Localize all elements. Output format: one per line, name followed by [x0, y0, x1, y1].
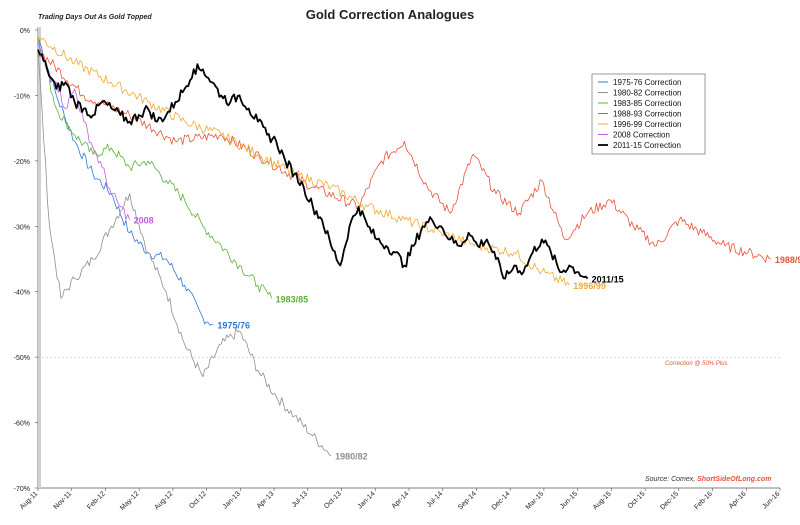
- y-tick-label: -10%: [14, 93, 30, 100]
- x-tick-label: Jun-15: [559, 490, 579, 510]
- reference-line-label: Correction @ 50% Plus: [665, 361, 727, 367]
- series-line-3: [37, 49, 771, 263]
- y-axis: 0% -10% -20% -30% -40% -50% -60% -70%: [14, 27, 39, 493]
- source-note: Source: Comex, ShortSideOfLong.com: [645, 476, 771, 483]
- x-tick-label: Aug-15: [592, 490, 613, 511]
- x-tick-label: Oct-13: [323, 490, 343, 510]
- legend: 1975-76 Correction 1980-82 Correction1983…: [591, 73, 706, 155]
- y-tick-label: 0%: [20, 28, 30, 35]
- x-tick-label: Jan-14: [357, 490, 377, 510]
- start-marker-band: [38, 27, 41, 488]
- x-tick-label: Aug-12: [153, 490, 174, 511]
- x-tick-label: Apr-13: [256, 490, 276, 510]
- x-tick-label: Jul-14: [426, 490, 445, 509]
- x-tick-label: Mar-15: [525, 490, 546, 511]
- source-brand: ShortSideOfLong.com: [697, 476, 771, 483]
- series-line-1: [37, 49, 332, 456]
- series-end-label-0: 1975/76: [217, 320, 250, 330]
- legend-label-3: 1988-93 Correction: [613, 110, 681, 119]
- legend-label-0: 1975-76 Correction: [613, 78, 681, 87]
- series-end-label-2: 1983/85: [276, 294, 309, 304]
- x-tick-label: Apr-14: [391, 490, 411, 510]
- y-tick-label: -30%: [14, 224, 30, 231]
- series-line-0: [37, 36, 214, 326]
- legend-label-4: 1996-99 Correction: [613, 120, 681, 129]
- series-end-label-5: 2008: [134, 216, 154, 226]
- series-line-6: [37, 49, 589, 280]
- x-tick-label: Sep-14: [457, 490, 478, 511]
- y-tick-label: -50%: [14, 355, 30, 362]
- x-tick-label: Nov-11: [53, 490, 74, 511]
- legend-label-1: 1980-82 Correction: [613, 89, 681, 98]
- x-tick-label: Dec-14: [491, 490, 512, 511]
- y-tick-label: -70%: [14, 486, 30, 493]
- series-end-label-4: 1996/99: [573, 281, 606, 291]
- x-tick-label: Feb-16: [693, 490, 714, 511]
- legend-items: 1975-76 Correction 1980-82 Correction1983…: [598, 78, 681, 150]
- x-tick-label: Feb-12: [86, 490, 107, 511]
- x-tick-label: Oct-15: [627, 490, 647, 510]
- chart-title: Gold Correction Analogues: [306, 7, 475, 22]
- series-end-label-1: 1980/82: [335, 451, 368, 461]
- y-tick-label: -60%: [14, 421, 30, 428]
- x-tick-label: Jul-13: [291, 490, 310, 509]
- chart-subtitle: Trading Days Out As Gold Topped: [38, 14, 152, 21]
- x-tick-label: May-12: [119, 490, 141, 512]
- series-end-labels: 1975/76 1980/82 1983/85 1988/93 1996/99 2008 2…: [134, 216, 800, 462]
- series-line-2: [37, 36, 272, 299]
- x-tick-label: Jan-13: [222, 490, 242, 510]
- legend-label-6: 2011-15 Correction: [613, 141, 681, 150]
- x-tick-label: Oct-12: [188, 490, 208, 510]
- x-tick-label: Jun-16: [761, 490, 781, 510]
- source-prefix: Source: Comex,: [645, 476, 697, 483]
- x-tick-label: Aug-11: [19, 490, 40, 511]
- x-tick-label: Apr-16: [728, 490, 748, 510]
- legend-box: [591, 73, 706, 155]
- series-line-4: [37, 36, 570, 286]
- x-axis: Aug-11 Nov-11 Feb-12 May-12 Aug-12 Oct-12 Jan-…: [19, 487, 781, 512]
- legend-label-2: 1983-85 Correction: [613, 99, 681, 108]
- legend-label-5: 2008 Correction: [613, 131, 670, 140]
- series-end-label-3: 1988/93: [775, 255, 800, 265]
- series-end-label-6: 2011/15: [592, 275, 624, 285]
- y-tick-label: -20%: [14, 159, 30, 166]
- y-tick-label: -40%: [14, 290, 30, 297]
- series-layer: [37, 36, 771, 456]
- x-tick-label: Dec-15: [659, 490, 680, 511]
